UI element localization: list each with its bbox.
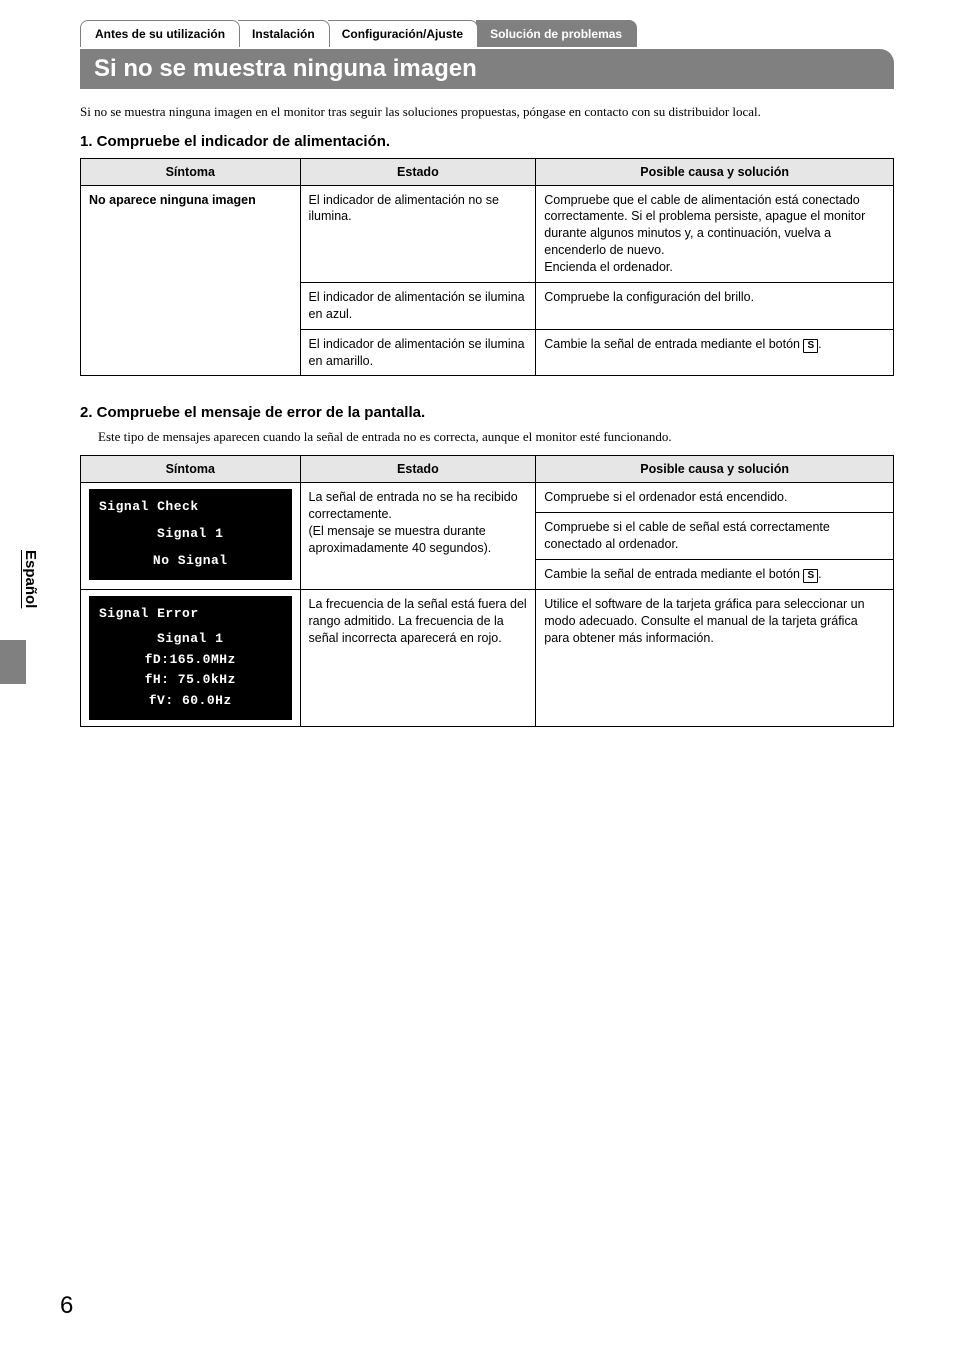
cell-osd-signal-error: Signal Error Signal 1 fD:165.0MHz fH: 75… xyxy=(81,590,301,727)
osd1-sig: Signal 1 xyxy=(99,524,282,545)
page-number: 6 xyxy=(60,1292,73,1320)
th2-sintoma: Síntoma xyxy=(81,456,301,483)
osd2-fh: fH: 75.0kHz xyxy=(99,670,282,691)
tab-antes[interactable]: Antes de su utilización xyxy=(80,20,240,47)
intro-text: Si no se muestra ninguna imagen en el mo… xyxy=(80,103,894,121)
sol3-text-b: . xyxy=(818,337,821,351)
cell-state-3: El indicador de alimentación se ilumina … xyxy=(300,329,536,376)
cell-solution-1: Compruebe que el cable de alimentación e… xyxy=(536,185,894,282)
table-power-indicator: Síntoma Estado Posible causa y solución … xyxy=(80,158,894,377)
section1-heading: 1. Compruebe el indicador de alimentació… xyxy=(80,133,894,150)
tab-config[interactable]: Configuración/Ajuste xyxy=(328,20,478,47)
osd1-nosig: No Signal xyxy=(99,551,282,572)
th-causa: Posible causa y solución xyxy=(536,158,894,185)
state2-1a: La señal de entrada no se ha recibido co… xyxy=(309,490,518,521)
osd2-sig: Signal 1 xyxy=(99,629,282,650)
osd2-fd: fD:165.0MHz xyxy=(99,650,282,671)
cell-solution-3: Cambie la señal de entrada mediante el b… xyxy=(536,329,894,376)
page-title: Si no se muestra ninguna imagen xyxy=(80,49,894,89)
th2-estado: Estado xyxy=(300,456,536,483)
th-estado: Estado xyxy=(300,158,536,185)
table-error-messages: Síntoma Estado Posible causa y solución … xyxy=(80,455,894,727)
sol3-text-a: Cambie la señal de entrada mediante el b… xyxy=(544,337,803,351)
osd2-fv: fV: 60.0Hz xyxy=(99,691,282,712)
side-language-label: Español xyxy=(22,550,39,608)
cell-symptom: No aparece ninguna imagen xyxy=(81,185,301,376)
osd1-title: Signal Check xyxy=(99,497,282,518)
osd-display-2: Signal Error Signal 1 fD:165.0MHz fH: 75… xyxy=(89,596,292,720)
th2-causa: Posible causa y solución xyxy=(536,456,894,483)
osd-display-1: Signal Check Signal 1 No Signal xyxy=(89,489,292,579)
osd2-title: Signal Error xyxy=(99,604,282,625)
tab-solucion[interactable]: Solución de problemas xyxy=(476,20,637,47)
s-key-icon: S xyxy=(803,339,818,353)
cell-sol2-1: Compruebe si el ordenador está encendido… xyxy=(536,483,894,513)
sol2-3a: Cambie la señal de entrada mediante el b… xyxy=(544,567,803,581)
tab-instalacion[interactable]: Instalación xyxy=(238,20,330,47)
s-key-icon-2: S xyxy=(803,569,818,583)
th-sintoma: Síntoma xyxy=(81,158,301,185)
cell-sol2-3: Cambie la señal de entrada mediante el b… xyxy=(536,560,894,590)
side-tab-marker xyxy=(0,640,26,684)
state2-1b: (El mensaje se muestra durante aproximad… xyxy=(309,524,492,555)
cell-state2-2: La frecuencia de la señal está fuera del… xyxy=(300,590,536,727)
sol2-3b: . xyxy=(818,567,821,581)
cell-state-2: El indicador de alimentación se ilumina … xyxy=(300,282,536,329)
section2-heading: 2. Compruebe el mensaje de error de la p… xyxy=(80,404,894,421)
cell-state-1: El indicador de alimentación no se ilumi… xyxy=(300,185,536,282)
tab-strip: Antes de su utilización Instalación Conf… xyxy=(80,20,894,47)
cell-osd-signal-check: Signal Check Signal 1 No Signal xyxy=(81,483,301,590)
cell-sol2-2: Compruebe si el cable de señal está corr… xyxy=(536,513,894,560)
cell-sol2-4: Utilice el software de la tarjeta gráfic… xyxy=(536,590,894,727)
cell-solution-2: Compruebe la configuración del brillo. xyxy=(536,282,894,329)
cell-state2-1: La señal de entrada no se ha recibido co… xyxy=(300,483,536,590)
section2-note: Este tipo de mensajes aparecen cuando la… xyxy=(98,429,894,445)
